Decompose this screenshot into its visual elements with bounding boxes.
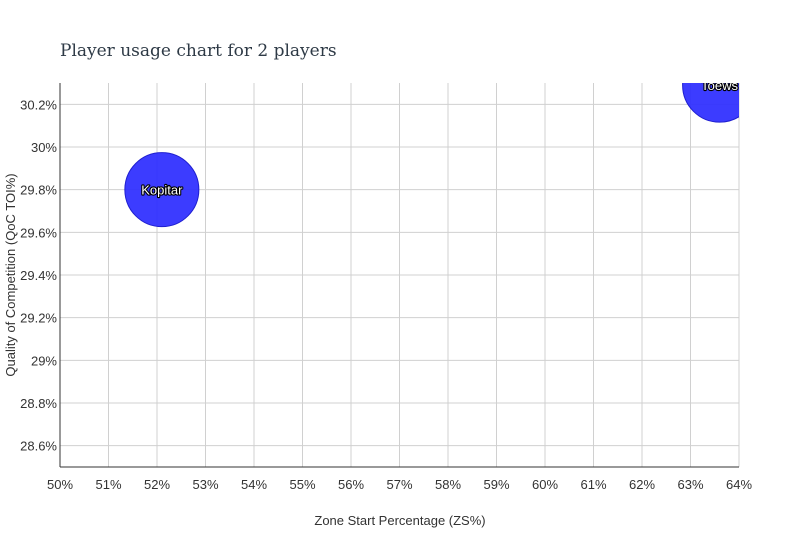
- y-axis-label: Quality of Competition (QoC TOI%): [3, 173, 18, 376]
- chart-title: Player usage chart for 2 players: [60, 41, 337, 61]
- y-tick-label: 30.2%: [20, 97, 57, 112]
- y-tick-label: 28.8%: [20, 396, 57, 411]
- y-tick-label: 29.2%: [20, 311, 57, 326]
- x-tick-label: 63%: [677, 477, 703, 492]
- x-tick-label: 59%: [483, 477, 509, 492]
- x-tick-label: 62%: [629, 477, 655, 492]
- bubbles: Kopitar Toews: [124, 48, 757, 228]
- x-tick-label: 51%: [95, 477, 121, 492]
- x-tick-label: 55%: [289, 477, 315, 492]
- tick-labels: 50% 51% 52% 53% 54% 55% 56% 57% 58% 59% 60% 61% 62% 6…: [20, 97, 752, 492]
- x-tick-label: 64%: [726, 477, 752, 492]
- y-tick-label: 29.8%: [20, 183, 57, 198]
- y-tick-label: 29.6%: [20, 225, 57, 240]
- x-tick-label: 56%: [338, 477, 364, 492]
- x-tick-label: 54%: [241, 477, 267, 492]
- axes: [59, 83, 739, 468]
- bubble[interactable]: [124, 152, 200, 228]
- x-tick-label: 52%: [144, 477, 170, 492]
- y-tick-label: 28.6%: [20, 439, 57, 454]
- x-tick-label: 58%: [435, 477, 461, 492]
- y-tick-label: 29.4%: [20, 268, 57, 283]
- x-axis-label: Zone Start Percentage (ZS%): [314, 513, 485, 528]
- bubble-label: Kopitar: [141, 183, 183, 198]
- y-tick-label: 29%: [31, 353, 57, 368]
- bubble-label: Toews: [701, 78, 738, 93]
- y-tick-label: 30%: [31, 140, 57, 155]
- x-tick-label: 57%: [386, 477, 412, 492]
- x-tick-label: 50%: [47, 477, 73, 492]
- x-tick-label: 60%: [532, 477, 558, 492]
- x-tick-label: 53%: [192, 477, 218, 492]
- grid: [59, 83, 740, 467]
- x-tick-label: 61%: [580, 477, 606, 492]
- bubble[interactable]: [682, 48, 757, 123]
